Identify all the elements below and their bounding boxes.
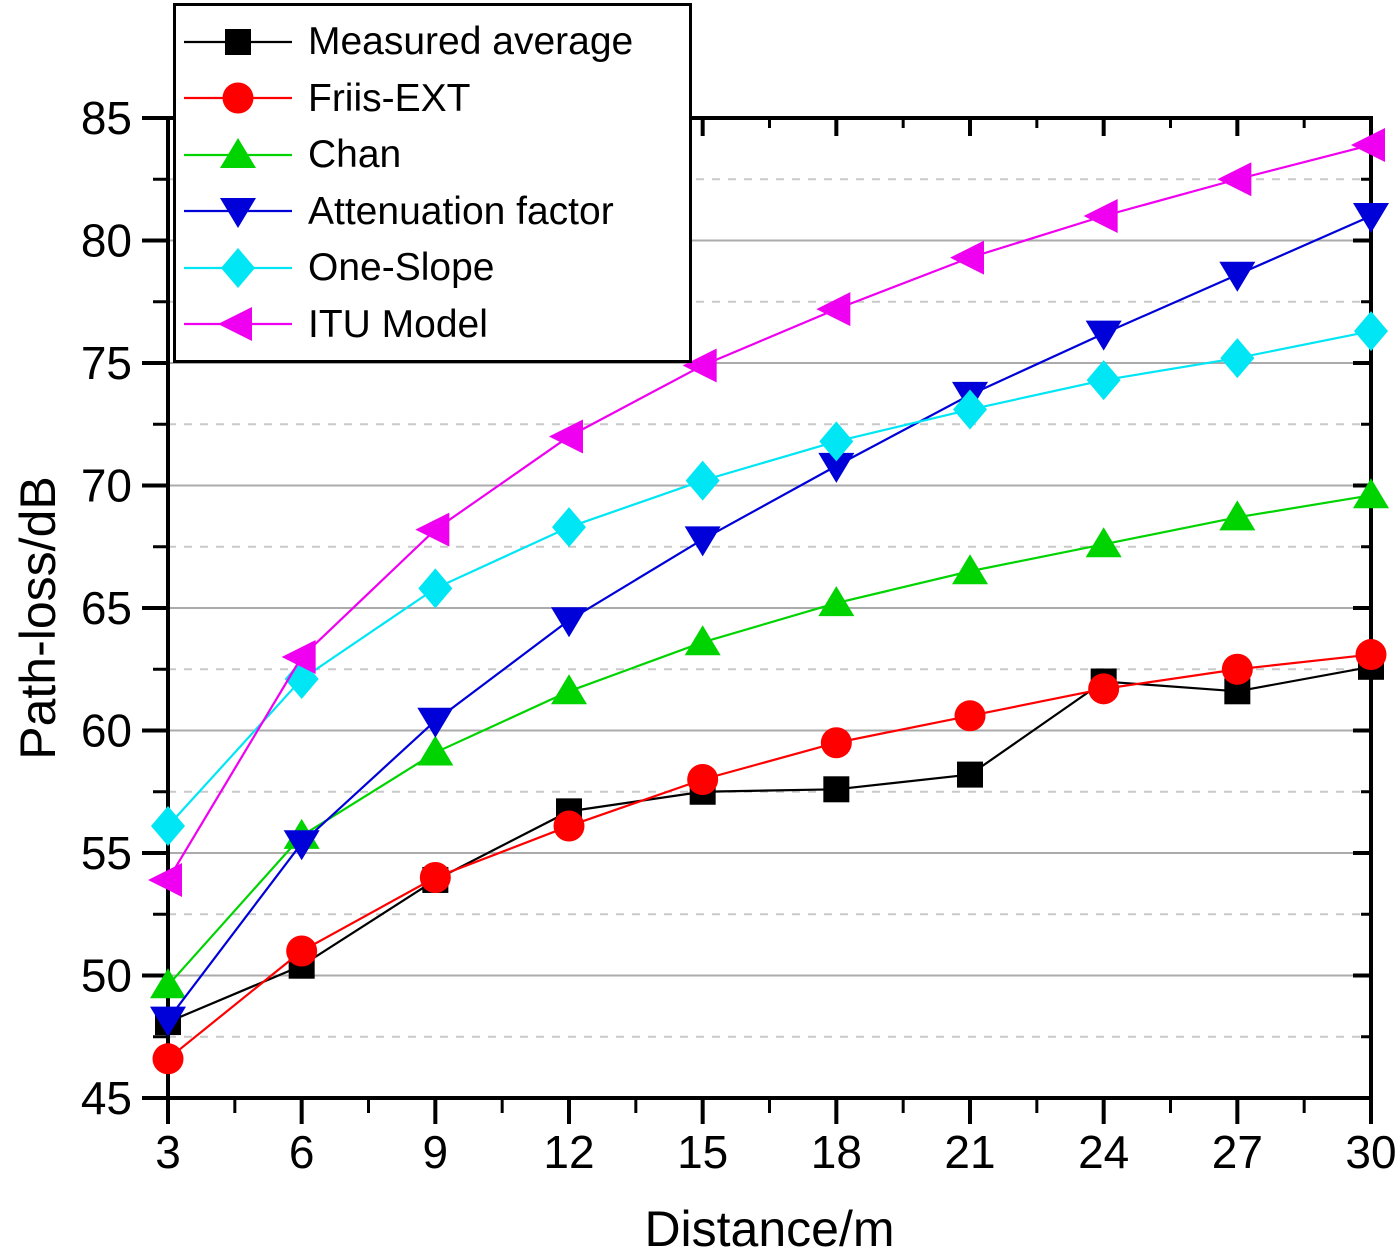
y-tick-label: 80 xyxy=(81,215,132,267)
legend-item: ITU Model xyxy=(176,301,689,347)
series-attenuation-factor xyxy=(150,203,1389,1037)
legend-label: Chan xyxy=(308,133,402,177)
series-line xyxy=(167,330,1372,827)
x-tick-label: 15 xyxy=(677,1126,728,1178)
series-line xyxy=(167,494,1372,987)
series-line xyxy=(167,143,1372,881)
y-tick-label: 85 xyxy=(81,92,132,144)
legend-item: Attenuation factor xyxy=(176,188,689,234)
legend-label: Measured average xyxy=(308,20,634,64)
series-friis-ext xyxy=(152,639,1387,1075)
legend-item: Chan xyxy=(176,132,689,178)
diamond-marker-icon xyxy=(184,247,292,288)
legend-item: Measured average xyxy=(176,19,689,65)
series-line xyxy=(167,665,1372,1024)
y-tick-label: 75 xyxy=(81,337,132,389)
legend-label: ITU Model xyxy=(308,302,488,346)
series-measured-average xyxy=(155,653,1384,1036)
triangle-left-marker-icon xyxy=(184,307,292,342)
x-tick-label: 21 xyxy=(944,1126,995,1178)
tick-labels: 3 6 9 12 15 18 21 24 27 30 45 50 55 60 65 70 75 80 85 xyxy=(81,92,1397,1178)
legend-item: Friis-EXT xyxy=(176,75,689,121)
series-line xyxy=(167,214,1372,1021)
y-tick-label: 70 xyxy=(81,460,132,512)
triangle-up-marker-icon xyxy=(184,137,292,168)
series-line xyxy=(167,653,1372,1060)
series-itu-model xyxy=(148,127,1385,897)
x-tick-label: 12 xyxy=(543,1126,594,1178)
x-tick-label: 3 xyxy=(155,1126,181,1178)
x-axis-title: Distance/m xyxy=(644,1201,895,1257)
y-tick-label: 55 xyxy=(81,827,132,879)
legend-item: One-Slope xyxy=(176,245,689,291)
x-tick-label: 18 xyxy=(811,1126,862,1178)
x-tick-label: 6 xyxy=(289,1126,315,1178)
legend-label: Friis-EXT xyxy=(308,76,471,120)
x-tick-label: 27 xyxy=(1212,1126,1263,1178)
x-tick-label: 9 xyxy=(423,1126,449,1178)
y-tick-label: 60 xyxy=(81,705,132,757)
legend-label: One-Slope xyxy=(308,246,495,290)
series-chan xyxy=(150,478,1389,999)
circle-marker-icon xyxy=(184,82,292,114)
series-one-slope xyxy=(151,311,1388,847)
y-tick-label: 50 xyxy=(81,950,132,1002)
x-tick-label: 30 xyxy=(1345,1126,1396,1178)
triangle-down-marker-icon xyxy=(184,198,292,229)
x-tick-label: 24 xyxy=(1078,1126,1129,1178)
y-tick-label: 65 xyxy=(81,582,132,634)
y-axis-title: Path-loss/dB xyxy=(10,476,66,760)
legend-label: Attenuation factor xyxy=(308,189,614,233)
y-tick-label: 45 xyxy=(81,1072,132,1124)
legend: Measured average Friis-EXT Chan Attenuation… xyxy=(173,3,692,363)
square-marker-icon xyxy=(184,28,292,55)
